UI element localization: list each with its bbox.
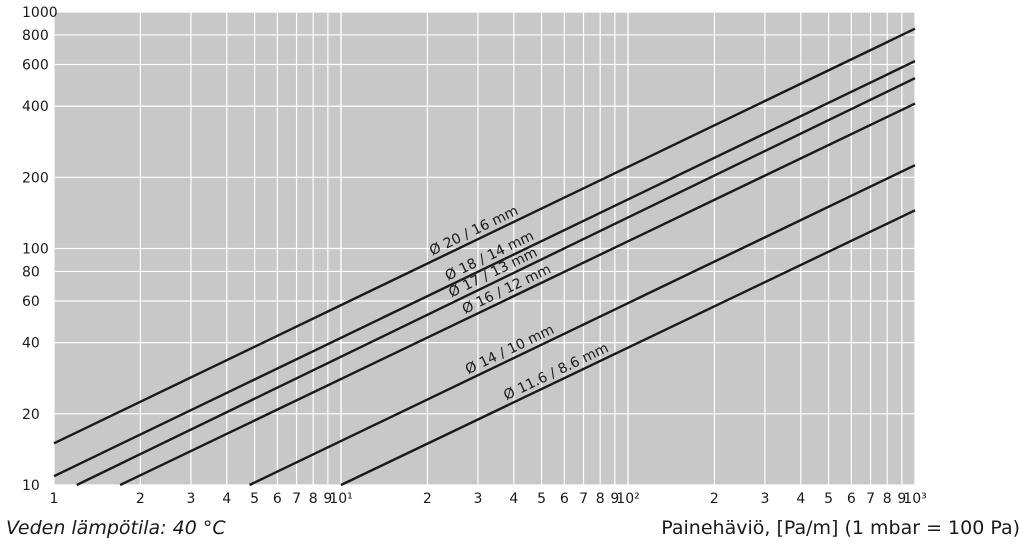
x-tick-label: 8 [596, 491, 605, 507]
series-line [248, 164, 916, 487]
x-tick-label: 3 [473, 491, 482, 507]
series-line [53, 27, 916, 445]
x-tick-label: 6 [273, 491, 282, 507]
series-line [76, 77, 916, 487]
y-tick-label: 10 [22, 478, 40, 494]
y-tick-label: 60 [22, 294, 40, 310]
x-tick-label: 9 [610, 491, 619, 507]
x-tick-label: 3 [186, 491, 195, 507]
y-tick-label: 20 [22, 407, 40, 423]
x-tick-label: 4 [796, 491, 805, 507]
water-temperature-note: Veden lämpötila: 40 °C [6, 517, 226, 539]
y-tick-label: 80 [22, 264, 40, 280]
series-line [340, 209, 916, 487]
series-line [53, 60, 916, 478]
x-tick-label: 10³ [903, 491, 926, 507]
x-tick-label: 3 [760, 491, 769, 507]
x-tick-label: 9 [323, 491, 332, 507]
y-tick-label: 40 [22, 336, 40, 352]
y-tick-label: 200 [22, 170, 49, 186]
y-tick-label: 1000 [22, 5, 58, 21]
y-tick-label: 600 [22, 57, 49, 73]
x-tick-label: 7 [292, 491, 301, 507]
x-tick-label: 5 [250, 491, 259, 507]
x-tick-label: 8 [883, 491, 892, 507]
x-tick-label: 6 [560, 491, 569, 507]
x-axis-title: Painehäviö, [Pa/m] (1 mbar = 100 Pa) [661, 517, 1020, 539]
x-tick-label: 9 [897, 491, 906, 507]
x-tick-label: 8 [309, 491, 318, 507]
x-tick-label: 1 [50, 491, 59, 507]
x-tick-label: 2 [136, 491, 145, 507]
x-tick-label: 10² [616, 491, 639, 507]
x-tick-label: 4 [222, 491, 231, 507]
series-lines [53, 27, 916, 487]
x-tick-label: 5 [537, 491, 546, 507]
y-tick-label: 400 [22, 99, 49, 115]
y-tick-labels: 10 20 40 60 80 100 200 400 600 800 1000 [22, 5, 58, 494]
x-tick-label: 5 [824, 491, 833, 507]
y-gridlines [54, 11, 915, 486]
y-tick-label: 800 [22, 28, 49, 44]
x-tick-label: 10¹ [329, 491, 352, 507]
x-tick-label: 2 [423, 491, 432, 507]
x-tick-label: 6 [847, 491, 856, 507]
series-line [119, 102, 916, 487]
x-tick-label: 7 [866, 491, 875, 507]
x-tick-label: 4 [509, 491, 518, 507]
x-tick-label: 2 [710, 491, 719, 507]
pressure-loss-chart: Ø 20 / 16 mmØ 18 / 14 mmØ 17 / 13 mmØ 16… [22, 5, 927, 507]
y-tick-label: 100 [22, 242, 49, 258]
x-tick-label: 7 [579, 491, 588, 507]
